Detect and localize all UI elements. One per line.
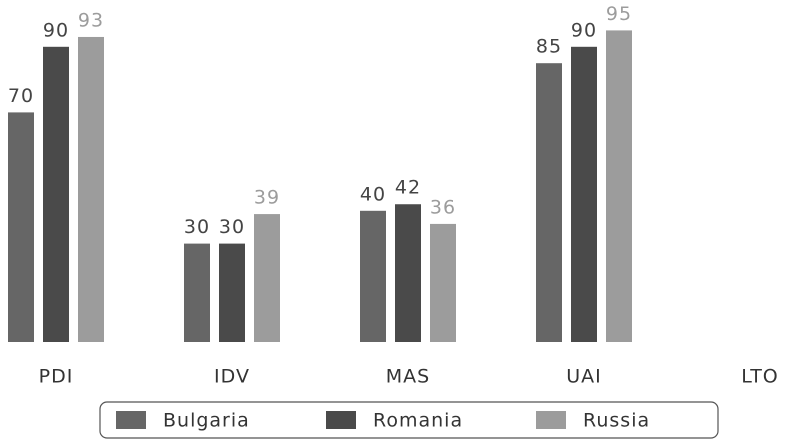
x-tick-label: UAI bbox=[566, 366, 602, 388]
legend-swatch bbox=[536, 411, 566, 429]
value-label: 42 bbox=[395, 177, 421, 199]
bar bbox=[360, 210, 386, 342]
value-label: 85 bbox=[536, 36, 562, 58]
value-label: 36 bbox=[430, 196, 456, 218]
value-label: 90 bbox=[571, 19, 597, 41]
legend-label: Bulgaria bbox=[163, 410, 250, 432]
x-tick-label: MAS bbox=[386, 366, 430, 388]
bar bbox=[8, 112, 34, 343]
value-label: 40 bbox=[360, 183, 386, 205]
legend-label: Russia bbox=[583, 410, 650, 432]
value-label: 70 bbox=[8, 85, 34, 107]
bar bbox=[254, 214, 280, 342]
bar bbox=[78, 36, 104, 343]
x-tick-label: LTO bbox=[741, 366, 779, 388]
bar bbox=[184, 243, 210, 342]
value-label: 30 bbox=[184, 216, 210, 238]
legend-swatch bbox=[326, 411, 356, 429]
bar bbox=[395, 204, 421, 342]
value-label: 93 bbox=[78, 9, 104, 31]
bar bbox=[571, 46, 597, 343]
value-label: 95 bbox=[606, 3, 632, 25]
legend-label: Romania bbox=[373, 410, 463, 432]
bar bbox=[430, 223, 456, 342]
value-label: 30 bbox=[219, 216, 245, 238]
bar bbox=[219, 243, 245, 342]
bar bbox=[536, 63, 562, 342]
x-tick-label: PDI bbox=[39, 366, 74, 388]
x-tick-label: IDV bbox=[214, 366, 250, 388]
bar bbox=[43, 46, 69, 343]
value-label: 90 bbox=[43, 19, 69, 41]
legend-swatch bbox=[116, 411, 146, 429]
value-label: 39 bbox=[254, 187, 280, 209]
bar bbox=[606, 30, 632, 343]
